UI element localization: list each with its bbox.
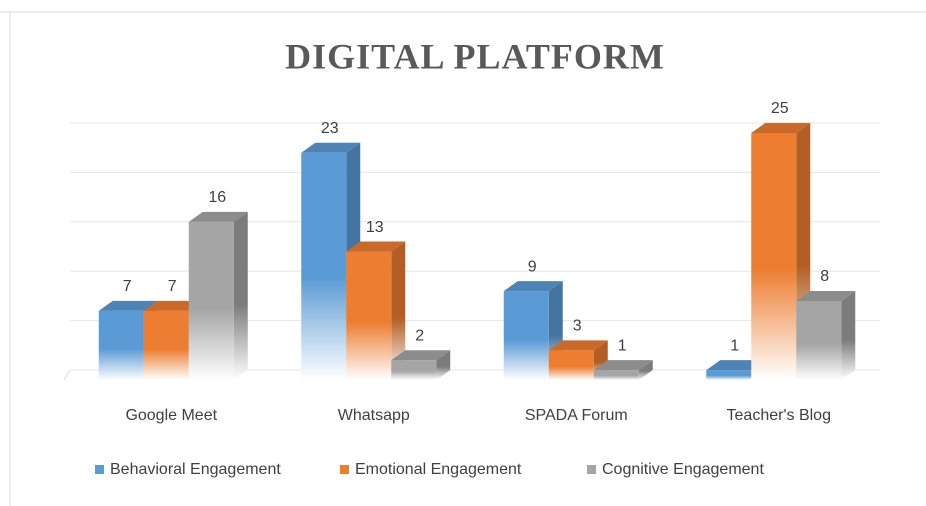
data-label: 16 bbox=[208, 189, 226, 206]
bar bbox=[346, 241, 406, 380]
x-tick-label: Teacher's Blog bbox=[727, 407, 831, 424]
bar-side bbox=[841, 290, 856, 380]
bar-front bbox=[391, 360, 437, 380]
bar-side bbox=[638, 360, 653, 380]
bar bbox=[796, 290, 856, 380]
legend-swatch bbox=[587, 465, 596, 474]
data-label: 1 bbox=[730, 337, 739, 354]
legend-swatch bbox=[95, 465, 104, 474]
bar-top bbox=[391, 350, 451, 361]
bar-top bbox=[751, 123, 811, 133]
bar-front bbox=[98, 310, 144, 380]
bar-top bbox=[301, 142, 361, 153]
bar bbox=[301, 142, 361, 380]
data-label: 9 bbox=[528, 258, 537, 275]
legend-label: Emotional Engagement bbox=[355, 461, 522, 478]
x-tick-label: Google Meet bbox=[125, 407, 217, 424]
data-label: 13 bbox=[366, 219, 384, 236]
bar-front bbox=[301, 152, 347, 380]
data-label: 23 bbox=[321, 120, 339, 137]
x-tick-label: Whatsapp bbox=[338, 407, 410, 424]
bar-top bbox=[706, 360, 766, 371]
data-label: 7 bbox=[123, 278, 132, 295]
bar-top bbox=[188, 211, 248, 222]
bar-side bbox=[391, 241, 406, 380]
bar-front bbox=[706, 370, 752, 380]
bar bbox=[391, 350, 451, 380]
bar-front bbox=[548, 350, 594, 380]
data-label: 3 bbox=[573, 318, 582, 335]
bar-front bbox=[346, 251, 392, 380]
bar-top bbox=[143, 300, 203, 311]
data-label: 8 bbox=[820, 268, 829, 285]
floor-edge bbox=[63, 369, 71, 381]
bar-front bbox=[751, 133, 797, 380]
data-label: 7 bbox=[168, 278, 177, 295]
legend-label: Behavioral Engagement bbox=[110, 461, 281, 478]
bar-top bbox=[98, 300, 158, 311]
bar-top bbox=[346, 241, 406, 252]
bar-side bbox=[233, 211, 248, 380]
bar-top bbox=[796, 290, 856, 301]
bar-front bbox=[503, 291, 549, 380]
bar-front bbox=[796, 300, 842, 380]
bar-top bbox=[503, 281, 563, 292]
bar-front bbox=[143, 310, 189, 380]
data-label: 2 bbox=[415, 327, 424, 344]
bar bbox=[188, 211, 248, 380]
bar-front bbox=[188, 221, 234, 380]
bar-side bbox=[436, 350, 451, 380]
bar-front bbox=[593, 370, 639, 380]
chart-title: DIGITAL PLATFORM bbox=[285, 36, 665, 76]
bar bbox=[593, 360, 653, 380]
data-label: 1 bbox=[618, 337, 627, 354]
bar-top bbox=[593, 360, 653, 371]
legend-label: Cognitive Engagement bbox=[602, 461, 764, 478]
x-tick-label: SPADA Forum bbox=[525, 407, 628, 424]
legend-swatch bbox=[340, 465, 349, 474]
bar-top bbox=[548, 340, 608, 351]
data-label: 25 bbox=[771, 100, 789, 117]
